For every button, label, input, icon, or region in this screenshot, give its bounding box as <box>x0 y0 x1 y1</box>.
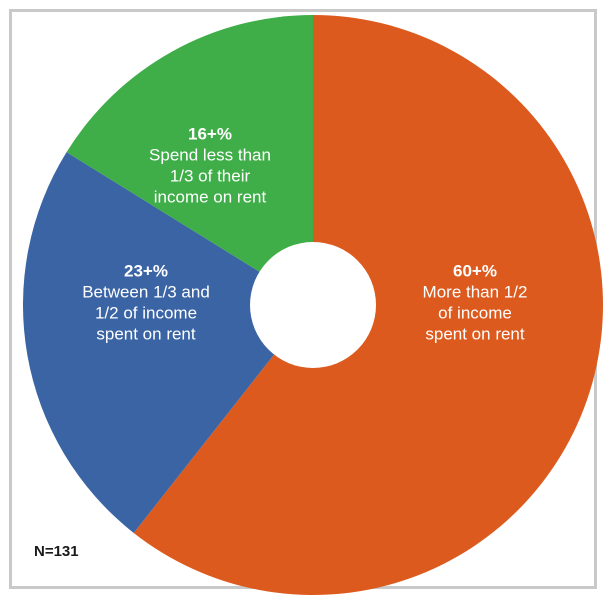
sample-size-note: N=131 <box>34 543 79 560</box>
slice-labels: 60+% More than 1/2 of income spent on rent2… <box>82 125 527 344</box>
slice-less-than-third-percent: 16+% <box>188 125 232 144</box>
slice-third-to-half-description-line: Between 1/3 and <box>82 283 210 302</box>
slice-more-than-half-description-line: spent on rent <box>425 325 525 344</box>
slice-less-than-third-description-line: Spend less than <box>149 146 271 165</box>
slice-third-to-half-description-line: spent on rent <box>96 325 196 344</box>
slice-more-than-half-percent: 60+% <box>453 262 497 281</box>
slice-less-than-third <box>66 15 313 305</box>
slice-less-than-third-description-line: 1/3 of their <box>170 167 251 186</box>
slice-third-to-half <box>22 152 314 533</box>
slice-less-than-third-description-line: income on rent <box>154 188 267 207</box>
slice-less-than-third-label: 16+% Spend less than 1/3 of their income on… <box>149 125 271 207</box>
slice-third-to-half-percent: 23+% <box>124 262 168 281</box>
slice-third-to-half-label: 23+% Between 1/3 and 1/2 of income spent on… <box>82 262 210 344</box>
slice-third-to-half-description-line: 1/2 of income <box>95 304 197 323</box>
slice-more-than-half-description-line: of income <box>438 304 512 323</box>
donut-hole <box>250 242 376 368</box>
slice-more-than-half-description-line: More than 1/2 <box>423 283 528 302</box>
slice-more-than-half-label: 60+% More than 1/2 of income spent on rent <box>423 262 528 344</box>
